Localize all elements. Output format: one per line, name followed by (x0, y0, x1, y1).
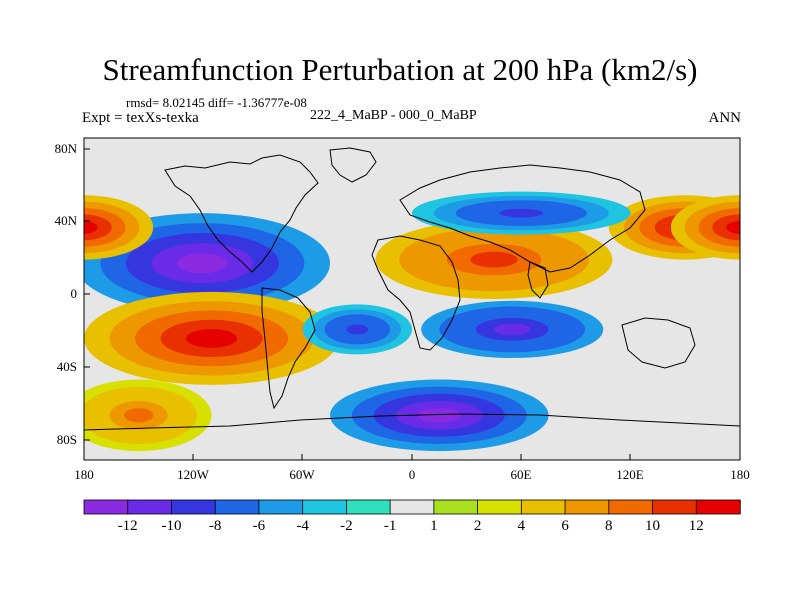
colorbar-swatch (564, 499, 610, 515)
colorbar-label: -1 (383, 518, 397, 534)
field-contour (346, 324, 369, 335)
period-label: ANN (708, 110, 742, 126)
lon-label-180w: 180 (74, 467, 94, 482)
lat-label-80s: 80S (56, 432, 77, 447)
coastline-south-america (261, 287, 316, 410)
lon-label-60w: 60W (289, 467, 315, 482)
comparison-label: 222_4_MaBP - 000_0_MaBP (310, 108, 477, 123)
coastline-north-america (164, 154, 319, 273)
field-contour (499, 208, 544, 218)
colorbar-swatch (652, 499, 697, 515)
streamfunction-field (84, 191, 740, 452)
field-contour (84, 221, 98, 234)
field-contour (470, 251, 518, 268)
colorbar-swatch (389, 499, 435, 515)
coastline-africa (371, 235, 461, 351)
colorbar-label: -8 (208, 518, 222, 534)
colorbar-label: 2 (473, 518, 482, 534)
lon-label-180e: 180 (730, 467, 750, 482)
colorbar-swatch (433, 499, 479, 515)
colorbar-swatch (171, 499, 216, 515)
colorbar-swatch (258, 499, 304, 515)
colorbar-swatch (695, 499, 741, 515)
colorbar-label: 10 (645, 518, 660, 534)
coastline-india (527, 261, 549, 299)
colorbar-swatch (477, 499, 523, 515)
lat-label-40n: 40N (54, 213, 77, 228)
field-contour (124, 408, 154, 423)
colorbar-swatch (214, 499, 260, 515)
coastlines (84, 147, 740, 431)
colorbar-label: 12 (688, 518, 704, 534)
colorbar-swatch (608, 499, 654, 515)
lon-label-120e: 120E (616, 467, 644, 482)
colorbar-swatch (302, 499, 348, 515)
field-contour (186, 329, 238, 348)
colorbar-swatch (83, 499, 129, 515)
colorbar-label: 8 (605, 518, 613, 534)
colorbar-label: -10 (161, 518, 182, 534)
colorbar-label: 6 (561, 518, 569, 534)
coastline-eurasia (399, 164, 646, 273)
lon-label-60e: 60E (510, 467, 532, 482)
lon-label-0: 0 (408, 467, 416, 482)
field-contour (176, 253, 228, 274)
field-contour (726, 221, 740, 234)
lat-label-40s: 40S (56, 359, 77, 374)
colorbar-swatch (127, 499, 173, 515)
colorbar-swatch (520, 499, 566, 515)
axis-ticks (84, 148, 631, 460)
lon-label-120w: 120W (177, 467, 209, 482)
coastline-antarctica (84, 413, 740, 431)
colorbar-label: -2 (340, 518, 353, 534)
colorbar-label: -4 (296, 518, 309, 534)
coastline-greenland (329, 147, 377, 183)
experiment-label: Expt = texXs-texka (82, 110, 199, 126)
colorbar-swatch (345, 499, 391, 515)
colorbar-label: -6 (252, 518, 266, 534)
field-contour (417, 408, 462, 423)
colorbar-label: -12 (117, 518, 138, 534)
field-contour (84, 214, 112, 241)
rmsd-stats: rmsd= 8.02145 diff= -1.36777e-08 (126, 95, 307, 110)
lat-label-0: 0 (70, 286, 78, 301)
lat-label-80n: 80N (54, 141, 77, 156)
colorbar (83, 499, 741, 515)
map-area (84, 138, 740, 460)
field-contour (712, 214, 740, 241)
field-contour (494, 323, 531, 336)
colorbar-label: 1 (430, 518, 438, 534)
colorbar-label: 4 (517, 518, 526, 534)
coastline-australia (621, 317, 696, 369)
plot-title: Streamfunction Perturbation at 200 hPa (… (102, 52, 698, 87)
